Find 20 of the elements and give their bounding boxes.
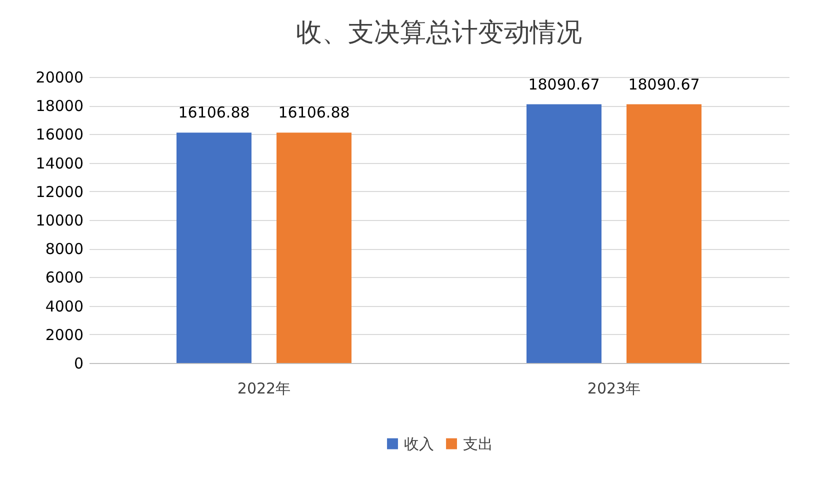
data-label: 16106.88 bbox=[178, 104, 250, 122]
y-tick-label: 20000 bbox=[36, 68, 84, 86]
y-tick-label: 8000 bbox=[45, 240, 84, 258]
y-tick-label: 14000 bbox=[36, 154, 84, 172]
x-tick-label: 2022年 bbox=[237, 380, 291, 398]
legend-label: 支出 bbox=[463, 434, 493, 453]
data-label: 16106.88 bbox=[278, 104, 350, 122]
y-tick-label: 4000 bbox=[45, 297, 84, 316]
chart-title: 收、支决算总计变动情况 bbox=[296, 18, 582, 48]
data-label: 18090.67 bbox=[528, 75, 600, 94]
y-tick-label: 0 bbox=[74, 354, 84, 372]
y-tick-label: 18000 bbox=[36, 97, 84, 116]
x-tick-label: 2023年 bbox=[587, 380, 641, 398]
y-tick-label: 2000 bbox=[45, 326, 84, 344]
data-label: 18090.67 bbox=[628, 75, 700, 94]
y-tick-label: 16000 bbox=[36, 126, 84, 144]
y-tick-label: 6000 bbox=[45, 268, 84, 287]
y-tick-label: 12000 bbox=[36, 182, 84, 201]
y-tick-label: 10000 bbox=[36, 212, 84, 230]
legend-label: 收入 bbox=[404, 434, 434, 453]
